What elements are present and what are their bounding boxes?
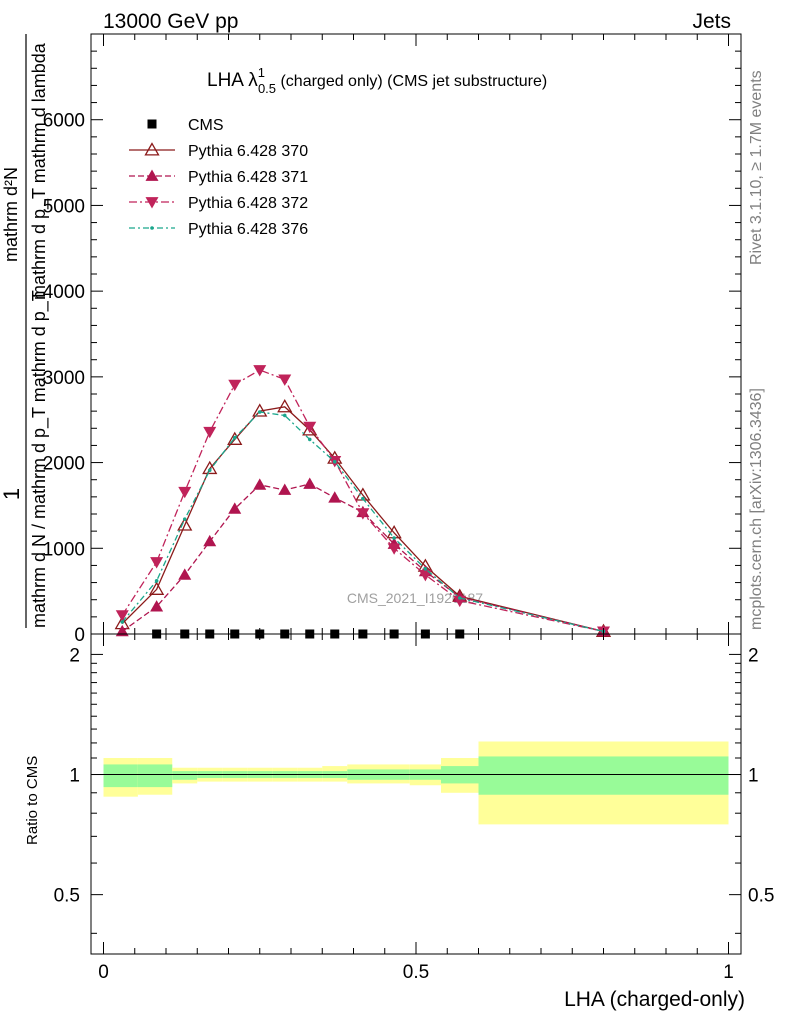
- series-1-point: [202, 460, 218, 475]
- series-2-point: [115, 624, 129, 637]
- legend-item: Pythia 6.428 372: [129, 195, 308, 212]
- title-sup: 1: [258, 65, 265, 80]
- series-4-point: [307, 437, 312, 442]
- ratio-xtick-label: 0: [98, 962, 109, 983]
- ratio-band-green: [103, 764, 138, 788]
- series-2-point: [150, 600, 164, 612]
- ylabel-denominator: mathrm d N / mathrm d p_T mathrm d p_T: [29, 290, 50, 628]
- ratio-xtick-label: 1: [723, 962, 734, 983]
- series-3-point: [115, 610, 129, 622]
- ylabel-numerator: 1: [0, 488, 24, 500]
- legend-label: Pythia 6.428 370: [188, 143, 308, 160]
- title-text: LHA λ: [207, 70, 258, 91]
- ratio-ytick-label: 1: [69, 766, 80, 787]
- series-4-point: [120, 620, 125, 624]
- series-2-point: [178, 568, 192, 580]
- series-line-2: [121, 483, 604, 633]
- series-3-point: [356, 508, 370, 520]
- ratio-ytick-label: 0.5: [54, 886, 80, 907]
- series-3-point: [203, 426, 217, 439]
- header-left: 13000 GeV pp: [103, 10, 238, 33]
- legend-marker: [145, 197, 159, 209]
- series-3-point: [278, 374, 292, 386]
- ratio-ytick-label-right: 0.5: [748, 886, 774, 907]
- main-ytick-label: 1000: [43, 539, 85, 560]
- mcplots-label: mcplots.cern.ch [arXiv:1306.3436]: [748, 388, 765, 630]
- main-ytick-label: 4000: [43, 282, 85, 303]
- series-4-point: [361, 496, 365, 501]
- series-1-point: [177, 517, 193, 531]
- main-ytick-label: 0: [74, 625, 85, 646]
- legend-marker: [147, 119, 157, 129]
- legend-label: Pythia 6.428 372: [188, 195, 308, 212]
- series-line-1: [121, 406, 604, 633]
- ratio-xtick-label: 0.5: [403, 962, 429, 983]
- legend-item: Pythia 6.428 371: [129, 169, 308, 186]
- legend-label: Pythia 6.428 371: [188, 169, 308, 186]
- legend-marker: [144, 142, 160, 156]
- legend-item: Pythia 6.428 370: [129, 142, 308, 160]
- rivet-label: Rivet 3.1.10, ≥ 1.7M events: [748, 70, 765, 265]
- series-4-point: [282, 413, 287, 418]
- ratio-band-green: [172, 771, 198, 780]
- series-3-point: [253, 365, 267, 377]
- series-1-point: [227, 431, 243, 445]
- legend-item: Pythia 6.428 376: [129, 221, 308, 238]
- series-1-point: [149, 581, 165, 595]
- ratio-ytick-label-right: 2: [748, 645, 759, 666]
- series-2-point: [328, 491, 342, 503]
- series-4-point: [457, 596, 462, 600]
- ratio-band-green: [478, 756, 729, 795]
- ylabel-rot-den: mathrm d p_T mathrm d lambda: [29, 42, 50, 300]
- series-1-point: [252, 403, 268, 417]
- title-sub: 0.5: [258, 81, 276, 96]
- series-3-point: [178, 486, 192, 499]
- series-2-point: [303, 477, 317, 489]
- main-ytick-label: 3000: [43, 368, 85, 389]
- ylabel-rot-num: mathrm d²N: [1, 167, 21, 262]
- legend-label: Pythia 6.428 376: [188, 221, 308, 238]
- series-2-point: [203, 534, 217, 547]
- series-1-point: [277, 399, 293, 413]
- series-4-point: [423, 567, 428, 571]
- main-title: LHA λ1 0.5 (charged only) (CMS jet substr…: [207, 65, 547, 96]
- series-4-point: [154, 579, 159, 583]
- series-3-point: [303, 421, 317, 434]
- legend-marker: [150, 226, 154, 230]
- main-ytick-label: 2000: [43, 454, 85, 475]
- series-4-point: [332, 459, 337, 464]
- series-3-point: [418, 569, 432, 582]
- series-1-point: [302, 422, 318, 436]
- ratio-ytick-label: 2: [69, 645, 80, 666]
- series-2-point: [278, 483, 292, 495]
- series-3-point: [387, 543, 401, 555]
- watermark: CMS_2021_I1920187: [347, 590, 483, 606]
- series-3-point: [150, 557, 164, 569]
- ratio-xlabel: LHA (charged-only): [564, 988, 745, 1011]
- series-4-point: [182, 517, 187, 521]
- title-suffix: (charged only) (CMS jet substructure): [276, 73, 547, 90]
- legend-item: CMS: [147, 117, 224, 134]
- main-ytick-label: 5000: [43, 196, 85, 217]
- main-ylabel: 1 mathrm d N / mathrm d p_T mathrm d p_T…: [0, 34, 50, 628]
- ratio-ytick-label-right: 1: [748, 766, 759, 787]
- series-3-point: [228, 379, 242, 392]
- series-4-point: [232, 435, 237, 440]
- main-ytick-label: 6000: [43, 111, 85, 132]
- series-line-4: [121, 411, 604, 633]
- series-4-point: [392, 536, 396, 540]
- series-4-point: [257, 410, 262, 414]
- ratio-band-green: [137, 764, 173, 788]
- header-right: Jets: [692, 10, 731, 33]
- ratio-ylabel: Ratio to CMS: [24, 756, 41, 845]
- legend-marker: [145, 169, 159, 181]
- series-4-point: [207, 468, 212, 473]
- legend-label: CMS: [188, 117, 224, 134]
- series-2-point: [228, 502, 242, 514]
- series-2-point: [253, 478, 267, 490]
